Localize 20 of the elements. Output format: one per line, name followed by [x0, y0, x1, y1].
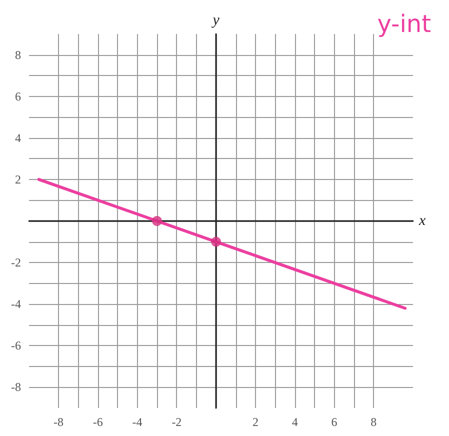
x-tick-label: -8	[54, 415, 64, 429]
x-tick-label: 2	[252, 415, 258, 429]
x-tick-label: 6	[331, 415, 338, 429]
y-tick-label: -2	[10, 256, 21, 270]
y-tick-label: -6	[10, 338, 21, 353]
x-tick-label: -2	[172, 415, 182, 429]
y-tick-label: -4	[10, 297, 21, 312]
x-axis-title: x	[418, 213, 426, 229]
y-tick-label: 6	[14, 89, 21, 104]
line-series	[37, 178, 407, 310]
x-tick-label: -6	[92, 415, 103, 429]
x-tick-label: -4	[132, 415, 142, 429]
y-tick-label: -8	[10, 380, 21, 394]
y-tick-label: 4	[14, 130, 21, 145]
y-tick-label: 2	[14, 172, 21, 186]
y-axis-title: y	[210, 12, 220, 28]
y-tick-label: 8	[14, 48, 21, 62]
x-tick-label: 8	[370, 415, 377, 429]
annotation: y-int	[377, 10, 432, 38]
x-tick-label: 4	[292, 415, 298, 429]
